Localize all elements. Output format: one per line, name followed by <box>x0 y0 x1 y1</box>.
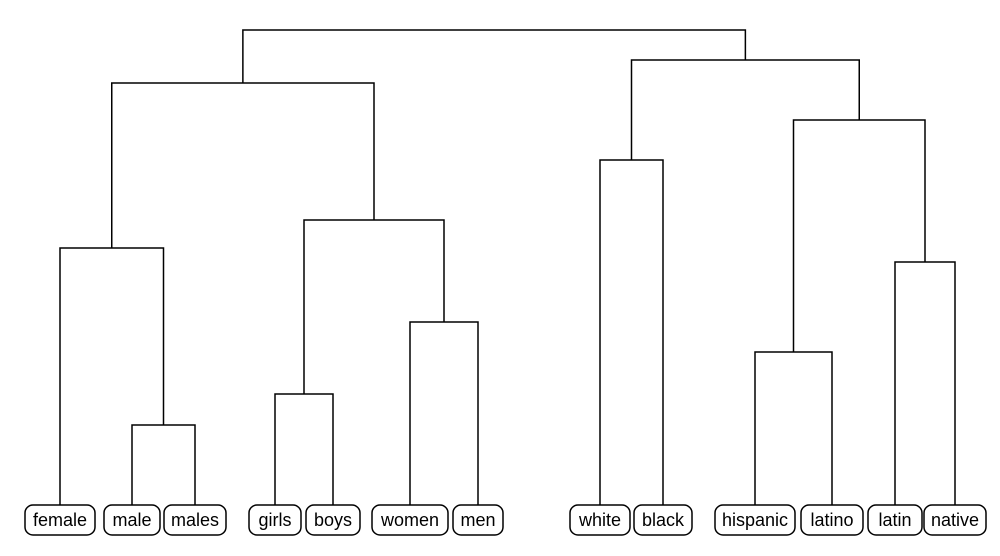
leaf-latino: latino <box>801 505 863 535</box>
branch-m_girls_boys <box>275 394 333 505</box>
leaf-label-native: native <box>931 510 979 530</box>
leaf-native: native <box>924 505 986 535</box>
leaf-label-girls: girls <box>258 510 291 530</box>
leaf-black: black <box>634 505 692 535</box>
leaf-label-men: men <box>460 510 495 530</box>
branch-m_male_males <box>132 425 195 505</box>
leaf-female: female <box>25 505 95 535</box>
leaf-label-boys: boys <box>314 510 352 530</box>
leaf-label-males: males <box>171 510 219 530</box>
leaf-boys: boys <box>306 505 360 535</box>
branch-m_latin_native <box>895 262 955 505</box>
branch-m_gb_wm <box>304 220 444 394</box>
dendrogram-svg: female male males girls boys women men white bla… <box>0 0 1000 556</box>
branch-m_left <box>112 83 374 248</box>
leaf-women: women <box>372 505 448 535</box>
leaf-label-latino: latino <box>810 510 853 530</box>
leaf-males: males <box>164 505 226 535</box>
branch-m_white_black <box>600 160 663 505</box>
leaf-hispanic: hispanic <box>715 505 795 535</box>
branch-m_hisp_lat <box>755 352 832 505</box>
leaf-label-black: black <box>642 510 685 530</box>
branch-m_right <box>632 60 860 160</box>
branch-m_hl_ln <box>794 120 926 352</box>
leaf-girls: girls <box>249 505 301 535</box>
leaf-label-female: female <box>33 510 87 530</box>
branch-m_root <box>243 30 746 83</box>
leaf-male: male <box>104 505 160 535</box>
branch-m_female_mm <box>60 248 164 505</box>
leaf-white: white <box>570 505 630 535</box>
leaf-label-male: male <box>112 510 151 530</box>
leaf-label-hispanic: hispanic <box>722 510 788 530</box>
leaf-latin: latin <box>868 505 922 535</box>
leaf-men: men <box>453 505 503 535</box>
leaf-label-latin: latin <box>878 510 911 530</box>
branch-m_women_men <box>410 322 478 505</box>
leaf-label-women: women <box>380 510 439 530</box>
leaf-label-white: white <box>578 510 621 530</box>
